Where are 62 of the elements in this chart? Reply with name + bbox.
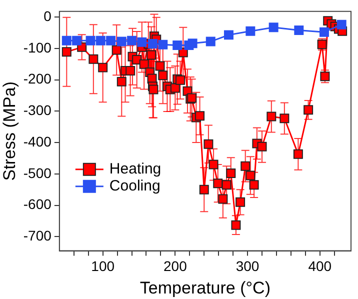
point xyxy=(224,30,234,40)
point xyxy=(188,38,198,48)
legend-label: Cooling xyxy=(109,178,160,195)
point xyxy=(126,66,136,76)
point xyxy=(240,161,250,171)
y-tick-label: -300 xyxy=(23,102,52,118)
y-tick-label: 0 xyxy=(44,8,52,24)
point xyxy=(176,75,185,85)
x-tick-label: 200 xyxy=(164,258,188,274)
point xyxy=(106,36,116,46)
point xyxy=(116,76,126,86)
point xyxy=(280,114,290,124)
point xyxy=(231,220,241,230)
point xyxy=(116,36,126,46)
point xyxy=(158,40,168,50)
point xyxy=(268,22,278,32)
y-axis-title: Stress (MPa) xyxy=(0,82,19,181)
point xyxy=(266,112,276,122)
point xyxy=(206,36,216,46)
y-tick-label: -100 xyxy=(23,39,52,56)
point xyxy=(172,40,182,50)
point xyxy=(226,168,236,178)
point xyxy=(218,194,228,204)
point xyxy=(155,61,165,71)
point xyxy=(249,180,259,190)
point xyxy=(88,54,98,64)
point xyxy=(199,184,209,194)
point xyxy=(222,180,232,190)
point xyxy=(127,36,137,46)
point xyxy=(304,105,314,115)
point xyxy=(62,36,72,46)
point xyxy=(294,25,304,35)
point xyxy=(293,149,303,159)
point xyxy=(236,197,246,207)
point xyxy=(132,54,142,64)
point xyxy=(319,27,329,37)
point xyxy=(204,139,214,149)
x-tick-label: 400 xyxy=(308,258,332,274)
y-tick-label: -200 xyxy=(23,70,52,87)
point xyxy=(112,45,122,55)
legend-label: Heating xyxy=(109,160,162,178)
y-tick-label: -700 xyxy=(23,228,52,244)
x-axis-title: Temperature (°C) xyxy=(140,278,270,298)
point xyxy=(246,170,256,180)
point xyxy=(246,26,256,36)
point xyxy=(158,70,168,80)
point xyxy=(148,84,158,94)
x-tick-label: 300 xyxy=(236,258,260,274)
point xyxy=(72,36,82,46)
point xyxy=(195,111,205,121)
x-tick-label: 100 xyxy=(91,258,115,274)
y-tick-label: -500 xyxy=(23,164,52,181)
point xyxy=(86,36,96,46)
point xyxy=(62,47,72,57)
point xyxy=(96,36,106,46)
y-tick-label: -400 xyxy=(23,133,52,150)
y-tick-label: -600 xyxy=(23,196,52,212)
point xyxy=(213,178,223,188)
point xyxy=(257,142,267,152)
point xyxy=(208,160,218,170)
point xyxy=(336,20,346,30)
point xyxy=(98,62,108,72)
